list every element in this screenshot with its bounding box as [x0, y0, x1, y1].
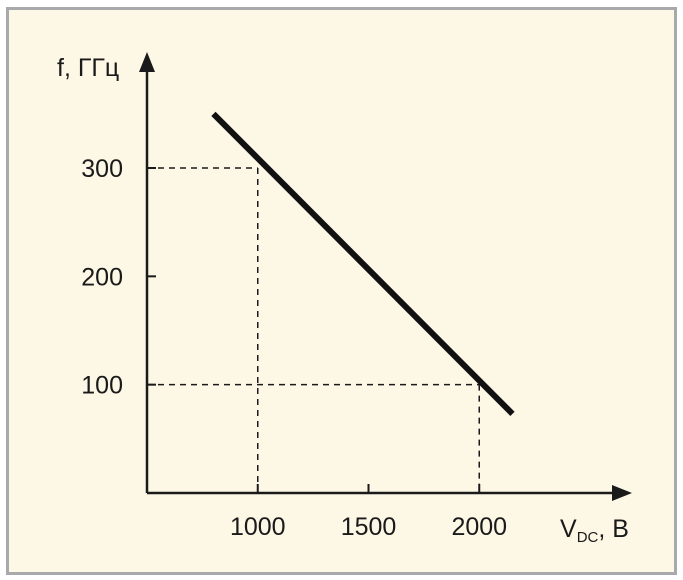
ticks: 1000 1500 2000 100 200 300: [81, 155, 507, 541]
y-axis-arrow: [139, 52, 155, 72]
x-tick-label-1000: 1000: [230, 513, 286, 541]
x-axis-arrow: [612, 485, 632, 501]
x-tick-label-2000: 2000: [451, 513, 507, 541]
axes: [139, 52, 632, 501]
reference-lines: [147, 167, 480, 493]
y-tick-label-100: 100: [81, 372, 123, 400]
x-axis-label: VDC, В: [560, 515, 629, 546]
x-tick-label-1500: 1500: [341, 513, 397, 541]
x-axis-label-unit: , В: [598, 515, 629, 543]
y-tick-label-300: 300: [81, 155, 123, 183]
y-axis-label: f, ГГц: [57, 54, 119, 82]
series: [211, 111, 515, 417]
y-tick-label-200: 200: [81, 263, 123, 291]
chart-frame: [6, 7, 677, 575]
series-line-0: [211, 111, 515, 417]
x-axis-label-main: V: [560, 515, 577, 543]
x-axis-label-sub: DC: [577, 529, 599, 546]
